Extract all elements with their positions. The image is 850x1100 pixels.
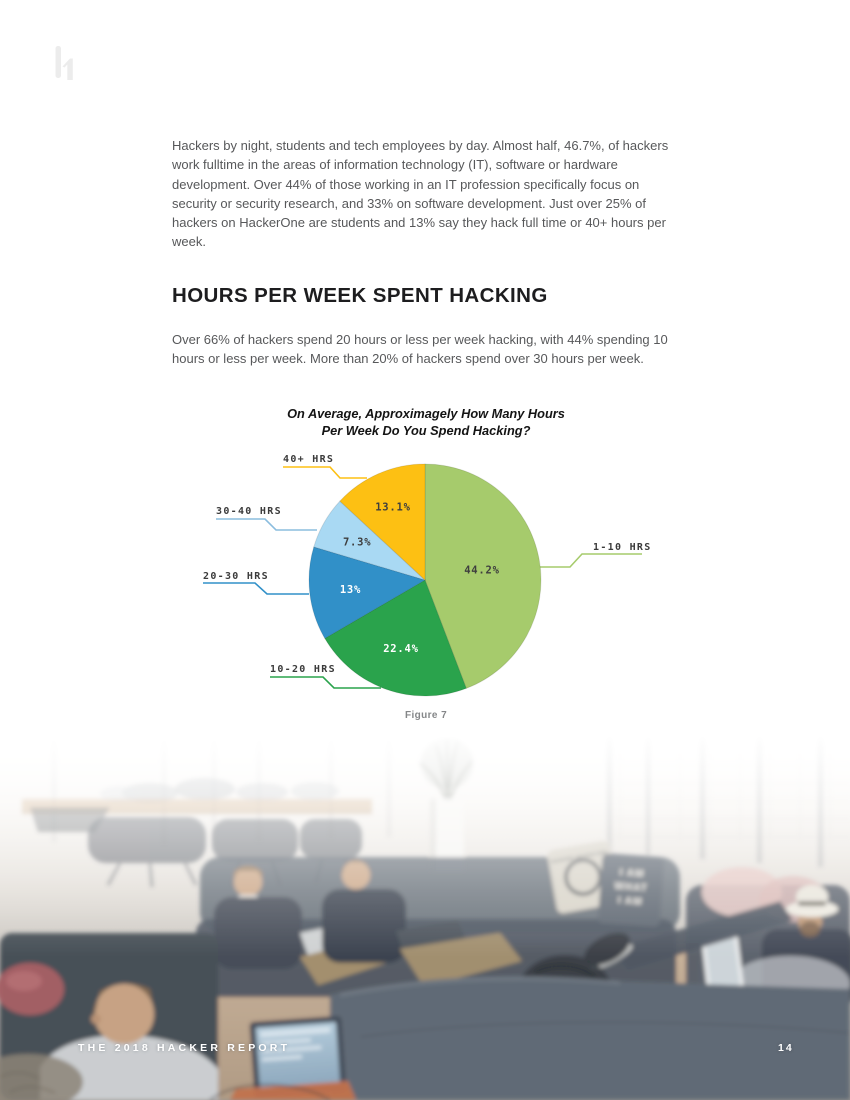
chart-title-line2: Per Week Do You Spend Hacking? <box>321 422 531 438</box>
pie-slice-30-40-hrs <box>313 500 426 581</box>
hackerone-logo <box>55 46 73 80</box>
logo-bar <box>55 46 61 78</box>
photo-corner-pillow <box>0 1054 83 1100</box>
pie-slice-40-hrs <box>339 463 426 582</box>
intro-paragraph: Hackers by night, students and tech empl… <box>172 138 669 250</box>
chart-title: On Average, Approximagely How Many Hours… <box>170 406 682 439</box>
leader-line-1-10 <box>540 553 642 568</box>
pie-percent-40-hrs: 13.1% <box>375 502 411 514</box>
figure-caption: Figure 7 <box>404 710 448 721</box>
leader-line-30-40 <box>216 518 317 531</box>
pie-slice-10-20-hrs <box>324 579 467 697</box>
pie-percent-30-40-hrs: 7.3% <box>343 536 372 548</box>
pie-slice-20-30-hrs <box>308 546 427 640</box>
pie-percent-20-30-hrs: 13% <box>340 584 361 596</box>
pie-slices: 44.2% 22.4% 13% 7.3% 13.1% <box>308 463 542 697</box>
pie-slice-1-10-hrs <box>424 463 542 690</box>
slice-label-20-30: 20-30 HRS <box>203 571 269 582</box>
logo-one <box>62 58 73 80</box>
pie-chart: 1-10 HRS 10-20 HRS 20-30 HRS 30-40 HRS 4… <box>203 454 652 697</box>
leader-line-10-20 <box>270 676 381 689</box>
section-heading: HOURS PER WEEK SPENT HACKING <box>172 284 548 307</box>
slice-label-40plus: 40+ HRS <box>283 454 334 465</box>
pie-percent-10-20-hrs: 22.4% <box>383 643 419 655</box>
leader-line-40plus <box>283 466 367 479</box>
section-body: Over 66% of hackers spend 20 hours or le… <box>172 332 668 367</box>
slice-label-30-40: 30-40 HRS <box>216 506 282 517</box>
office-lounge-photo: RANGER ADVENTURE I AM WHAT I AM <box>0 737 850 1100</box>
chart-title-line1: On Average, Approximagely How Many Hours <box>287 406 565 421</box>
slice-label-1-10: 1-10 HRS <box>593 542 652 553</box>
pie-percent-1-10-hrs: 44.2% <box>464 565 500 577</box>
photo-couch-foreground <box>330 976 850 1100</box>
footer-report-title: THE 2018 HACKER REPORT <box>78 1042 291 1054</box>
photo-person-foreground <box>40 983 218 1100</box>
page-number: 14 <box>778 1042 794 1054</box>
photo-white-fade <box>0 737 850 957</box>
leader-line-20-30 <box>203 582 309 595</box>
slice-label-10-20: 10-20 HRS <box>270 664 336 675</box>
photo-cable <box>209 1083 331 1100</box>
photo-pillow-red <box>0 963 64 1015</box>
photo-laptop-foreground <box>230 1016 356 1100</box>
